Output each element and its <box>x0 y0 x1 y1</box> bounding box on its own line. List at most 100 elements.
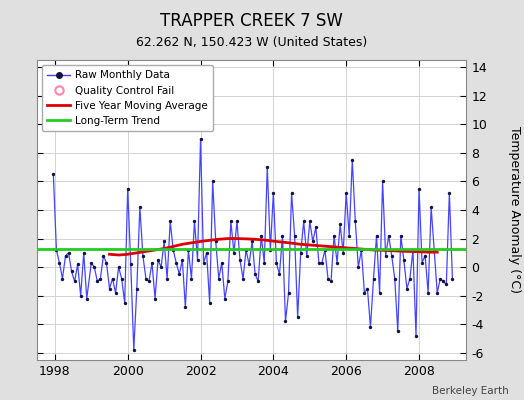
Point <box>205 300 214 306</box>
Point <box>385 232 393 239</box>
Point <box>415 185 423 192</box>
Point <box>187 275 195 282</box>
Point <box>345 232 353 239</box>
Point <box>221 295 229 302</box>
Point <box>248 238 256 245</box>
Point <box>333 260 341 266</box>
Point <box>403 285 411 292</box>
Point <box>424 290 432 296</box>
Y-axis label: Temperature Anomaly (°C): Temperature Anomaly (°C) <box>508 126 521 294</box>
Point <box>136 204 144 210</box>
Point <box>293 314 302 320</box>
Legend: Raw Monthly Data, Quality Control Fail, Five Year Moving Average, Long-Term Tren: Raw Monthly Data, Quality Control Fail, … <box>42 65 213 131</box>
Point <box>309 238 317 245</box>
Point <box>121 300 129 306</box>
Point <box>117 275 126 282</box>
Point <box>272 260 280 266</box>
Point <box>245 261 253 268</box>
Point <box>105 285 114 292</box>
Point <box>160 238 168 245</box>
Point <box>257 232 266 239</box>
Point <box>214 275 223 282</box>
Point <box>224 278 232 285</box>
Point <box>73 261 82 268</box>
Point <box>90 264 99 270</box>
Point <box>163 275 171 282</box>
Point <box>236 257 244 263</box>
Point <box>336 221 344 228</box>
Point <box>339 250 347 256</box>
Point <box>83 295 91 302</box>
Point <box>133 285 141 292</box>
Point <box>285 290 293 296</box>
Point <box>166 218 174 225</box>
Point <box>373 232 381 239</box>
Point <box>254 278 263 285</box>
Point <box>421 252 429 259</box>
Point <box>209 178 217 185</box>
Point <box>145 278 153 285</box>
Point <box>321 247 329 253</box>
Point <box>52 247 61 253</box>
Point <box>61 252 70 259</box>
Point <box>196 135 205 142</box>
Point <box>388 252 396 259</box>
Point <box>409 247 417 253</box>
Point <box>68 268 76 275</box>
Point <box>193 257 202 263</box>
Point <box>96 275 105 282</box>
Point <box>366 324 375 330</box>
Point <box>184 247 193 253</box>
Point <box>445 190 454 196</box>
Point <box>199 260 208 266</box>
Point <box>369 275 378 282</box>
Point <box>141 275 150 282</box>
Point <box>354 264 363 270</box>
Point <box>212 238 220 245</box>
Point <box>439 278 447 285</box>
Point <box>49 171 58 178</box>
Point <box>70 278 79 285</box>
Point <box>302 252 311 259</box>
Point <box>227 218 235 225</box>
Point <box>157 264 165 270</box>
Point <box>87 260 95 266</box>
Point <box>297 250 305 256</box>
Point <box>412 332 420 339</box>
Point <box>427 204 435 210</box>
Point <box>318 260 326 266</box>
Point <box>260 260 268 266</box>
Point <box>397 232 405 239</box>
Point <box>406 275 414 282</box>
Point <box>315 260 323 266</box>
Point <box>342 190 351 196</box>
Point <box>202 250 211 256</box>
Point <box>348 157 356 163</box>
Point <box>363 285 372 292</box>
Text: 62.262 N, 150.423 W (United States): 62.262 N, 150.423 W (United States) <box>136 36 367 49</box>
Point <box>242 247 250 253</box>
Point <box>124 185 132 192</box>
Point <box>375 290 384 296</box>
Point <box>175 271 183 278</box>
Point <box>58 275 67 282</box>
Text: TRAPPER CREEK 7 SW: TRAPPER CREEK 7 SW <box>160 12 343 30</box>
Point <box>172 260 180 266</box>
Point <box>151 295 159 302</box>
Point <box>278 232 287 239</box>
Point <box>181 304 190 310</box>
Point <box>433 290 441 296</box>
Point <box>114 264 123 270</box>
Point <box>436 275 444 282</box>
Point <box>190 218 199 225</box>
Point <box>390 275 399 282</box>
Point <box>281 318 290 325</box>
Point <box>64 250 73 256</box>
Point <box>251 271 259 278</box>
Point <box>360 290 368 296</box>
Point <box>442 281 451 288</box>
Point <box>233 218 241 225</box>
Point <box>102 260 111 266</box>
Point <box>178 257 187 263</box>
Point <box>148 260 156 266</box>
